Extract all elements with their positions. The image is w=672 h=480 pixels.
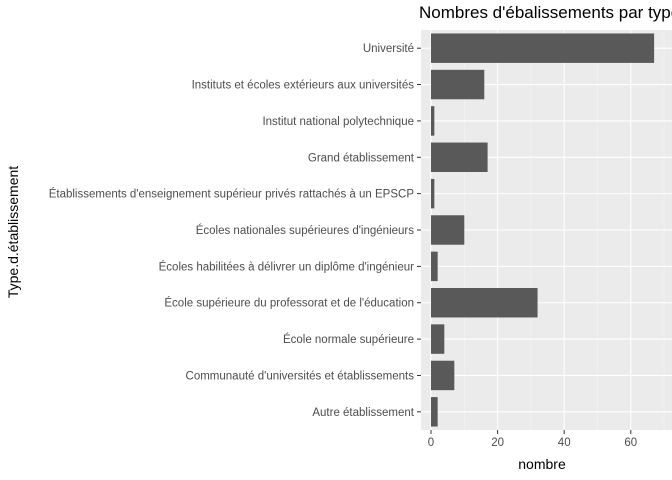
- bar: [431, 106, 435, 136]
- category-label: École supérieure du professorat et de l'…: [164, 297, 414, 310]
- y-axis-title: Type.d.établissement: [5, 166, 21, 298]
- bar: [431, 251, 438, 282]
- category-label: Instituts et écoles extérieurs aux unive…: [192, 80, 415, 92]
- category-label: Communauté d'universités et établissemen…: [186, 370, 415, 382]
- bar: [431, 288, 538, 318]
- category-label: Écoles habilitées à délivrer un diplôme …: [159, 260, 415, 273]
- bar: [431, 69, 485, 100]
- bar: [431, 215, 465, 245]
- bar: [431, 178, 435, 209]
- bar: [431, 142, 488, 172]
- bar: [431, 33, 655, 63]
- category-label: Université: [363, 43, 414, 55]
- x-tick-label: 60: [624, 437, 637, 449]
- category-label: Écoles nationales supérieures d'ingénieu…: [196, 224, 415, 237]
- category-label: Institut national polytechnique: [262, 116, 414, 128]
- bar: [431, 397, 438, 427]
- x-axis-title: nombre: [518, 456, 566, 472]
- x-tick-label: 20: [491, 437, 504, 449]
- category-label: Grand établissement: [308, 152, 415, 164]
- category-label: Établissements d'enseignement supérieur …: [49, 188, 415, 201]
- x-tick-label: 0: [428, 437, 434, 449]
- category-label: École normale supérieure: [283, 333, 414, 346]
- chart-title: Nombres d'ébalissements par type: [419, 3, 672, 22]
- category-label: Autre établissement: [312, 407, 414, 419]
- x-tick-label: 40: [558, 437, 571, 449]
- bar: [431, 360, 455, 391]
- bar: [431, 324, 445, 354]
